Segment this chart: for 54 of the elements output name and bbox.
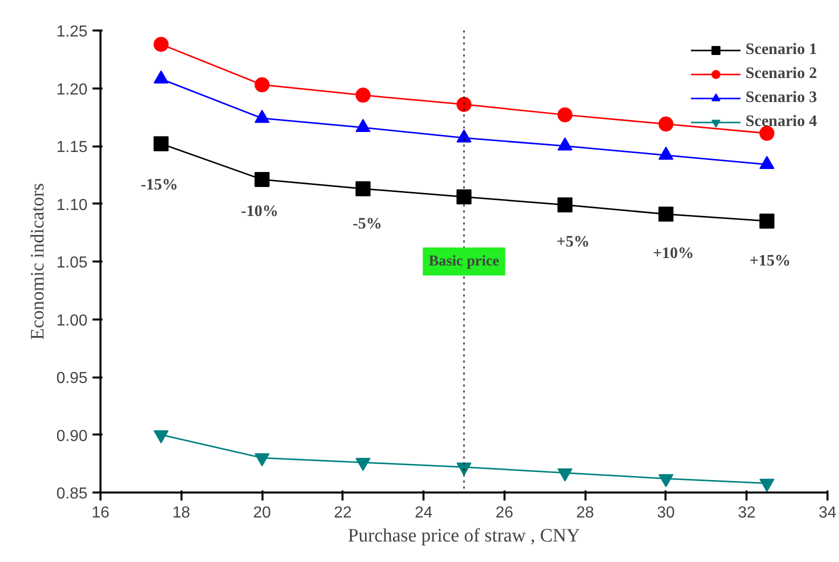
y-axis-title: Economic indicators bbox=[27, 183, 48, 340]
point bbox=[557, 468, 572, 482]
ref-line-label: Basic price bbox=[428, 254, 500, 270]
x-tick-label: 26 bbox=[495, 504, 514, 522]
point bbox=[456, 96, 472, 112]
point bbox=[759, 126, 774, 141]
x-tick-label: 20 bbox=[253, 504, 272, 522]
point bbox=[154, 430, 169, 444]
x-tick-label: 22 bbox=[334, 504, 352, 522]
x-axis-title: Purchase price of straw , CNY bbox=[348, 526, 580, 546]
point bbox=[456, 462, 472, 476]
point bbox=[356, 88, 371, 103]
point bbox=[254, 77, 270, 92]
point bbox=[356, 181, 371, 196]
y-tick-label: 1.05 bbox=[56, 254, 88, 272]
y-tick-label: 1.25 bbox=[56, 24, 88, 40]
point bbox=[759, 214, 774, 229]
x-tick-label: 18 bbox=[172, 504, 190, 522]
x-tick-label: 28 bbox=[576, 504, 594, 522]
y-tick-label: 1.00 bbox=[56, 312, 88, 330]
annotation: +15% bbox=[750, 252, 791, 270]
legend-label: Scenario 3 bbox=[745, 89, 817, 107]
y-tick-label: 1.15 bbox=[56, 139, 88, 156]
legend-label: Scenario 1 bbox=[745, 41, 817, 59]
y-tick-label: 1.20 bbox=[56, 81, 88, 98]
point bbox=[254, 172, 270, 187]
point bbox=[154, 70, 169, 84]
point bbox=[456, 189, 472, 204]
point bbox=[254, 453, 270, 466]
annotation: -10% bbox=[241, 203, 278, 220]
y-tick-label: 0.85 bbox=[56, 486, 88, 502]
x-tick-label: 30 bbox=[657, 504, 675, 522]
point bbox=[557, 107, 572, 122]
y-tick-label: 0.90 bbox=[56, 428, 88, 445]
annotation: -15% bbox=[140, 176, 178, 194]
point bbox=[154, 36, 169, 52]
x-tick-label: 34 bbox=[818, 504, 836, 522]
point bbox=[356, 458, 371, 472]
point bbox=[658, 116, 674, 132]
point bbox=[759, 478, 774, 492]
y-tick-label: 0.95 bbox=[56, 370, 88, 387]
point bbox=[658, 206, 674, 222]
annotation: +10% bbox=[652, 245, 694, 262]
legend-label: Scenario 4 bbox=[745, 113, 817, 131]
annotation: -5% bbox=[352, 216, 382, 233]
point bbox=[154, 136, 169, 152]
point bbox=[658, 474, 674, 488]
x-tick-label: 32 bbox=[738, 504, 756, 522]
legend-label: Scenario 2 bbox=[745, 65, 817, 83]
x-tick-label: 24 bbox=[414, 504, 433, 522]
annotation: +5% bbox=[556, 234, 590, 251]
x-tick-label: 16 bbox=[92, 504, 110, 522]
point bbox=[557, 197, 572, 212]
y-tick-label: 1.10 bbox=[56, 196, 88, 214]
